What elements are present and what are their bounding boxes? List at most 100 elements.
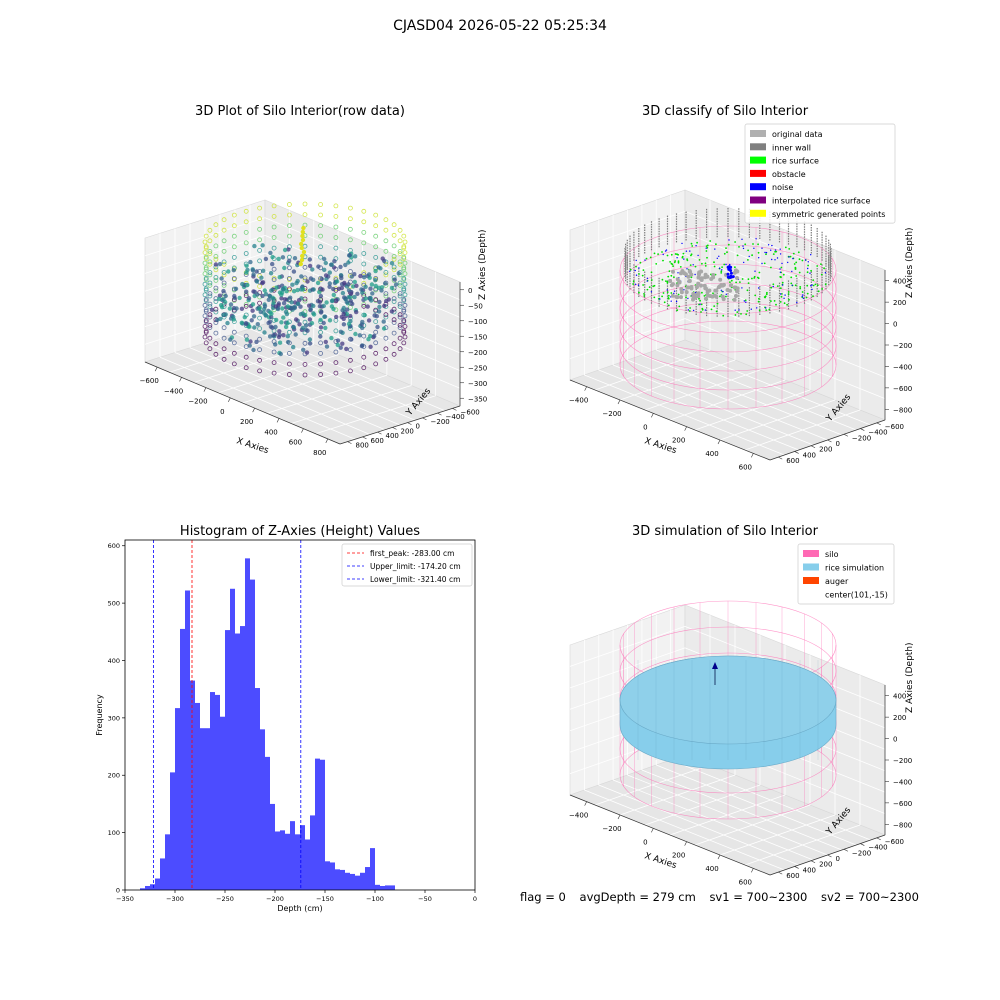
rice-surface-point xyxy=(706,256,708,259)
rice-point xyxy=(335,338,341,343)
rice-surface-point xyxy=(806,284,809,287)
rice-point xyxy=(331,286,336,292)
rice-point xyxy=(252,325,257,330)
noise-point xyxy=(792,257,794,260)
grid-line xyxy=(264,217,461,301)
histogram-bar xyxy=(350,873,355,890)
wall-point xyxy=(397,238,403,244)
noise-point xyxy=(695,245,697,247)
rice-point xyxy=(359,343,365,349)
rice-point xyxy=(228,302,234,307)
rice-surface-point xyxy=(701,291,703,294)
wall-point xyxy=(221,227,227,233)
rice-surface-point xyxy=(739,281,741,283)
rice-point xyxy=(282,247,288,253)
rice-surface-point xyxy=(780,295,783,298)
noise-point xyxy=(779,253,782,255)
wall-point xyxy=(286,265,292,271)
wall-point xyxy=(333,360,339,366)
classify-panel-title: 3D classify of Silo Interior xyxy=(641,104,809,119)
wall-point xyxy=(286,275,292,281)
wall-point xyxy=(286,350,292,356)
rice-surface-point xyxy=(670,253,673,256)
wall-point xyxy=(213,232,219,238)
histogram-bar xyxy=(180,628,185,890)
rice-point xyxy=(295,278,300,284)
wall-point xyxy=(213,309,219,315)
rice-point xyxy=(231,268,236,273)
wall-point xyxy=(207,293,213,299)
rice-surface-point xyxy=(696,241,698,244)
rice-point xyxy=(343,262,348,268)
rice-point xyxy=(323,339,328,345)
rice-surface-point xyxy=(713,305,716,307)
rice-surface-point xyxy=(645,257,648,260)
wall-point xyxy=(271,275,277,281)
noise-point xyxy=(807,261,809,263)
wall-point xyxy=(361,261,367,267)
rice-point xyxy=(311,287,316,292)
y-tick-label: −600 xyxy=(461,408,480,416)
rice-point xyxy=(232,295,237,301)
legend-label: original data xyxy=(772,130,823,139)
wall-point xyxy=(397,325,403,331)
rice-surface-point xyxy=(774,250,776,253)
wall-point xyxy=(361,301,367,307)
noise-point xyxy=(734,309,736,311)
wall-point xyxy=(383,217,389,223)
rice-surface-point xyxy=(677,261,680,264)
wall-point xyxy=(397,301,403,307)
wall-point xyxy=(213,253,219,259)
rice-surface-point xyxy=(646,288,649,291)
wall-point xyxy=(333,214,339,219)
rice-point xyxy=(372,333,377,339)
rice-surface-point xyxy=(720,270,723,273)
wall-point xyxy=(347,357,353,363)
wall-point xyxy=(221,280,227,286)
wall-point xyxy=(203,266,209,272)
rice-surface-point xyxy=(689,264,692,266)
grid-line xyxy=(144,217,266,257)
wall-point xyxy=(402,250,408,256)
wall-point xyxy=(221,259,227,265)
rice-point xyxy=(307,341,313,346)
wall-point xyxy=(202,281,208,287)
x-tick xyxy=(325,438,329,444)
wall-point xyxy=(383,248,389,254)
wall-point xyxy=(203,254,209,260)
rice-surface-point xyxy=(650,271,653,274)
original-point xyxy=(696,291,701,296)
classify-axis-ticks: −400−20002004006006004002000−200−400−600… xyxy=(569,278,912,472)
rice-point xyxy=(285,339,291,345)
noise-point xyxy=(689,250,691,252)
rice-point xyxy=(250,308,255,313)
rice-point xyxy=(268,271,274,276)
rice-point xyxy=(329,335,334,341)
original-point xyxy=(718,277,723,282)
wall-point xyxy=(361,270,367,276)
wall-point xyxy=(221,238,227,244)
rice-point xyxy=(249,318,254,323)
wall-point xyxy=(207,272,213,278)
peak-point xyxy=(299,257,305,263)
wall-point xyxy=(402,292,408,298)
noise-point xyxy=(761,262,763,265)
y-tick-label: 200 xyxy=(819,446,832,454)
noise-point xyxy=(810,285,812,287)
wall-point xyxy=(213,256,219,262)
rice-surface-point xyxy=(653,296,656,299)
rice-point xyxy=(339,314,344,320)
x-tick-label: 0 xyxy=(643,838,647,846)
original-point xyxy=(714,294,719,299)
wall-point xyxy=(391,267,397,273)
histogram-bar xyxy=(300,825,305,890)
y-tick-label: 0 xyxy=(836,440,840,448)
rice-point xyxy=(311,312,317,317)
rice-point xyxy=(318,310,324,315)
rice-surface-point xyxy=(816,265,819,267)
y-tick-label: −200 xyxy=(431,418,450,426)
rice-point xyxy=(321,303,326,309)
wall-point xyxy=(333,203,339,209)
histogram-bar xyxy=(215,694,220,890)
rice-point xyxy=(323,325,328,331)
